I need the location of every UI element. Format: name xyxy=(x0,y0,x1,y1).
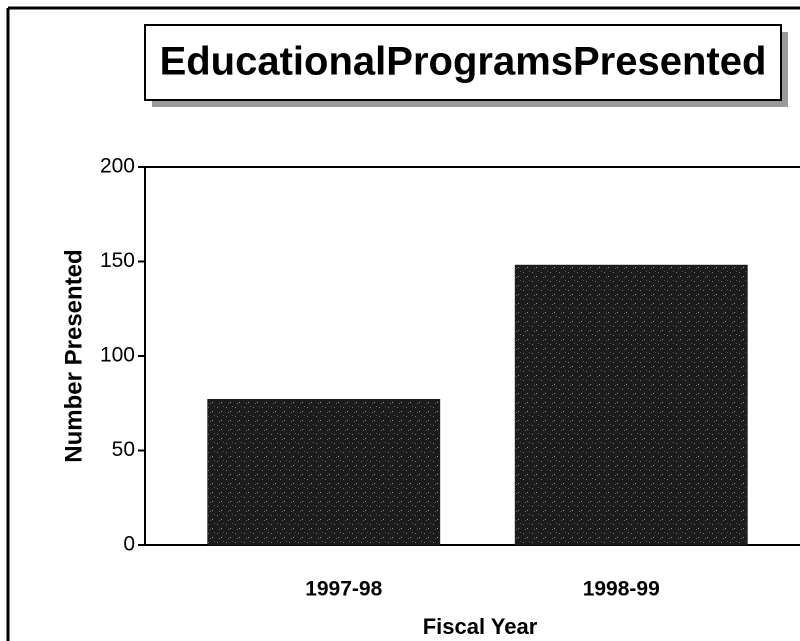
y-axis-title: Number Presented xyxy=(60,249,87,462)
y-tick-label: 50 xyxy=(112,438,135,461)
y-tick-label: 150 xyxy=(100,249,135,272)
y-tick-label: 100 xyxy=(100,344,135,367)
x-axis-title: Fiscal Year xyxy=(423,614,538,639)
title-box xyxy=(144,24,782,101)
y-tick-label: 200 xyxy=(100,155,135,178)
x-tick-label: 1997-98 xyxy=(305,578,382,601)
x-tick-label: 1998-99 xyxy=(583,578,660,601)
y-tick-label: 0 xyxy=(123,533,135,556)
chart-title: EducationalProgramsPresented xyxy=(160,40,767,84)
bar xyxy=(207,398,441,546)
bar xyxy=(514,264,748,546)
